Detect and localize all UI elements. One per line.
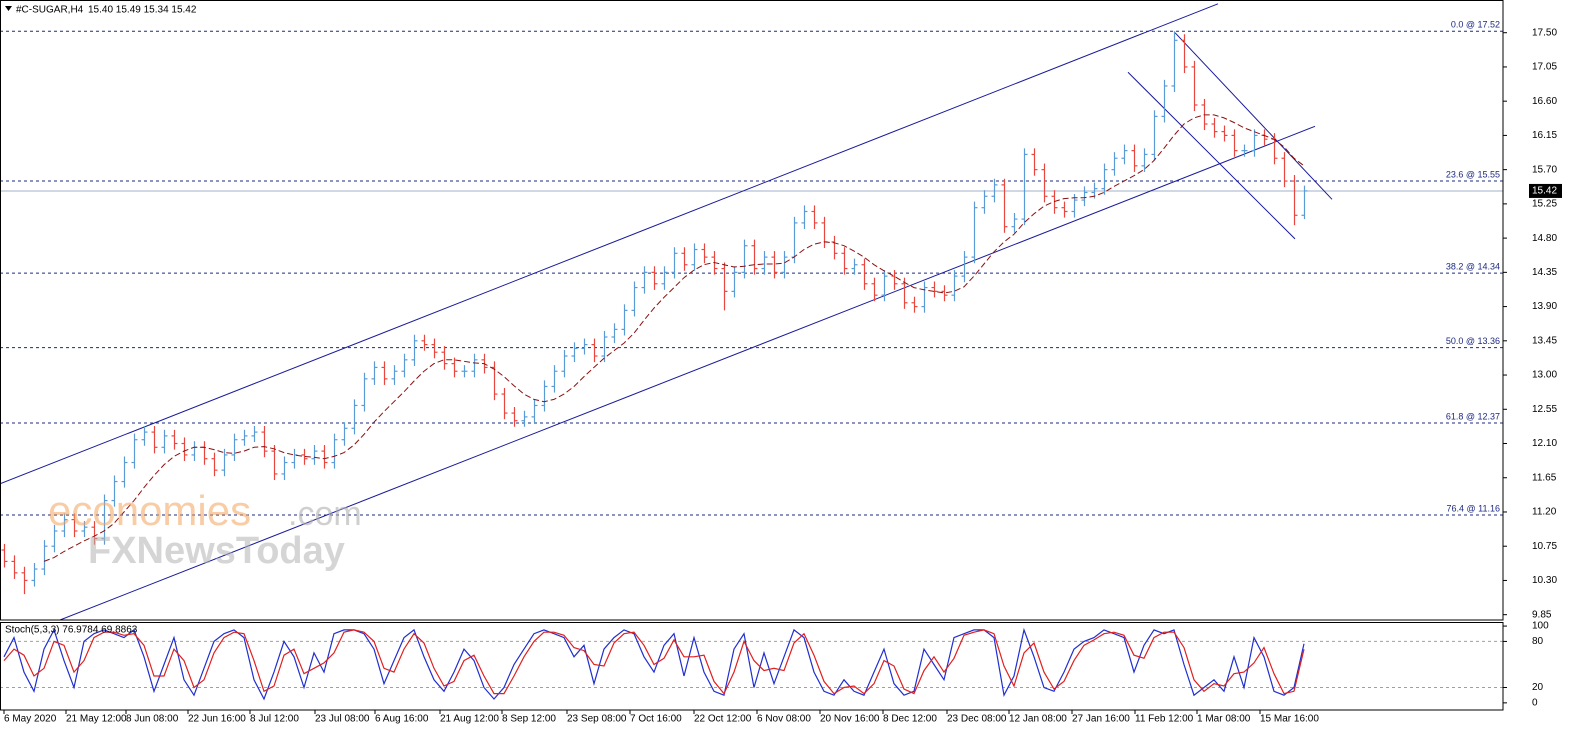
stoch-frame xyxy=(0,622,1504,711)
x-tick-label: 8 Jun 08:00 xyxy=(126,714,179,725)
trend-line xyxy=(59,125,1316,620)
y-tick-label: 16.15 xyxy=(1532,130,1557,141)
x-tick-label: 22 Oct 12:00 xyxy=(694,714,752,725)
last-price-box xyxy=(1529,183,1562,198)
x-tick-label: 7 Oct 16:00 xyxy=(630,714,682,725)
fib-label: 0.0 @ 17.52 xyxy=(1451,20,1500,30)
y-tick-label: 9.85 xyxy=(1532,609,1552,620)
y-tick-label: 17.05 xyxy=(1532,62,1557,73)
fib-label: 76.4 @ 11.16 xyxy=(1446,503,1500,513)
x-tick-label: 8 Sep 12:00 xyxy=(502,714,556,725)
watermark-brand: economies xyxy=(48,487,251,534)
x-tick-label: 8 Jul 12:00 xyxy=(250,714,299,725)
y-tick-label: 14.80 xyxy=(1532,233,1557,244)
x-tick-label: 20 Nov 16:00 xyxy=(820,714,880,725)
watermark-domain: .com xyxy=(288,495,362,533)
x-tick-label: 8 Dec 12:00 xyxy=(883,714,937,725)
x-tick-label: 21 Aug 12:00 xyxy=(440,714,499,725)
y-tick-label: 12.55 xyxy=(1532,404,1557,415)
x-tick-label: 22 Jun 16:00 xyxy=(188,714,246,725)
x-tick-label: 23 Jul 08:00 xyxy=(315,714,370,725)
trend-line xyxy=(1174,32,1333,200)
x-tick-label: 6 Nov 08:00 xyxy=(757,714,811,725)
x-tick-label: 6 Aug 16:00 xyxy=(375,714,429,725)
stoch-line xyxy=(3,627,1305,701)
stoch-line xyxy=(3,629,1305,695)
symbol-icon xyxy=(5,6,12,11)
fib-label: 38.2 @ 14.34 xyxy=(1446,261,1500,271)
main-frame xyxy=(0,0,1504,621)
y-tick-label: 13.00 xyxy=(1532,370,1557,381)
last-price-label: 15.42 xyxy=(1532,186,1557,197)
y-tick-label: 15.25 xyxy=(1532,199,1557,210)
y-tick-label: 12.10 xyxy=(1532,438,1557,449)
x-tick-label: 23 Dec 08:00 xyxy=(947,714,1007,725)
x-tick-label: 21 May 12:00 xyxy=(66,714,127,725)
x-tick-label: 6 May 2020 xyxy=(4,714,57,725)
y-tick-label: 16.60 xyxy=(1532,96,1557,107)
y-tick-label: 13.90 xyxy=(1532,301,1557,312)
y-tick-label: 11.65 xyxy=(1532,472,1557,483)
y-tick-label: 11.20 xyxy=(1532,507,1557,518)
header-ohlc: 15.40 15.49 15.34 15.42 xyxy=(88,5,197,16)
stoch-y-tick-label: 80 xyxy=(1532,636,1544,647)
y-tick-label: 10.75 xyxy=(1532,541,1557,552)
x-tick-label: 12 Jan 08:00 xyxy=(1009,714,1067,725)
x-tick-label: 23 Sep 08:00 xyxy=(567,714,627,725)
x-tick-label: 15 Mar 16:00 xyxy=(1260,714,1319,725)
stoch-y-tick-label: 100 xyxy=(1532,621,1549,632)
fib-label: 50.0 @ 13.36 xyxy=(1446,336,1500,346)
x-tick-label: 27 Jan 16:00 xyxy=(1072,714,1130,725)
plot-layer: 0.0 @ 17.52 23.6 @ 15.55 38.2 @ 14.34 50.0 … xyxy=(0,3,1503,701)
y-tick-label: 13.45 xyxy=(1532,335,1557,346)
watermark-source: FXNewsToday xyxy=(88,530,345,572)
stoch-y-tick-label: 20 xyxy=(1532,682,1544,693)
y-tick-label: 15.70 xyxy=(1532,164,1557,175)
y-tick-label: 17.50 xyxy=(1532,27,1557,38)
stoch-y-tick-label: 0 xyxy=(1532,697,1538,708)
trend-line xyxy=(0,3,1219,485)
stoch-title: Stoch(5,3,3) 76.9784 69.8863 xyxy=(5,625,138,636)
y-tick-label: 14.35 xyxy=(1532,267,1557,278)
y-tick-label: 10.30 xyxy=(1532,575,1557,586)
moving-average xyxy=(43,114,1305,562)
fib-label: 23.6 @ 15.55 xyxy=(1446,169,1500,179)
x-tick-label: 11 Feb 12:00 xyxy=(1135,714,1194,725)
symbol: #C-SUGAR,H4 xyxy=(16,5,84,16)
x-tick-label: 1 Mar 08:00 xyxy=(1197,714,1251,725)
fib-label: 61.8 @ 12.37 xyxy=(1446,411,1500,421)
trend-line xyxy=(1127,71,1296,240)
